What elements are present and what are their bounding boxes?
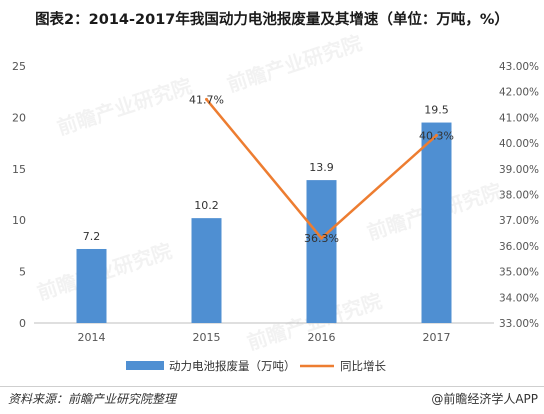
bar: [421, 122, 452, 323]
watermark-0: 前瞻产业研究院: [54, 74, 195, 140]
bar: [306, 180, 337, 323]
line-value-label: 36.3%: [304, 232, 339, 245]
right-tick-label: 33.00%: [499, 318, 539, 330]
right-tick-label: 42.00%: [499, 87, 539, 99]
right-tick-label: 40.00%: [499, 138, 539, 150]
bar-value-label: 19.5: [424, 104, 449, 117]
line-point: [205, 97, 208, 101]
legend: 动力电池报废量（万吨） 同比增长: [126, 359, 386, 373]
left-tick-label: 15: [12, 163, 26, 176]
right-tick-label: 34.00%: [499, 292, 539, 304]
bar-series: [76, 122, 452, 323]
left-tick-label: 10: [12, 214, 26, 227]
credit-note: @前瞻经济学人APP: [431, 392, 538, 406]
x-tick-label: 2016: [308, 331, 336, 344]
right-tick-label: 39.00%: [499, 164, 539, 176]
line-point: [320, 236, 323, 240]
line-value-label: 40.3%: [419, 129, 454, 142]
right-tick-label: 35.00%: [499, 267, 539, 279]
bar-data-labels: 7.2 10.2 13.9 19.5: [83, 104, 449, 243]
source-note: 资料来源：前瞻产业研究院整理: [8, 392, 177, 406]
left-axis-ticks: 0 5 10 15 20 25: [12, 60, 26, 330]
left-tick-label: 0: [19, 317, 26, 330]
bar: [76, 248, 107, 323]
line-series: [205, 97, 438, 240]
bar-value-label: 7.2: [83, 230, 101, 243]
line-value-label: 41.7%: [189, 93, 224, 106]
x-tick-label: 2017: [423, 331, 451, 344]
bar: [191, 218, 222, 323]
chart-title: 图表2：2014-2017年我国动力电池报废量及其增速（单位：万吨，%）: [35, 12, 509, 28]
right-axis-ticks: 33.00% 34.00% 35.00% 36.00% 37.00% 38.00% 39.0…: [499, 61, 539, 330]
right-tick-label: 37.00%: [499, 215, 539, 227]
line-point: [435, 133, 438, 137]
right-tick-label: 36.00%: [499, 241, 539, 253]
x-tick-label: 2015: [193, 331, 221, 344]
footer-divider: [0, 386, 544, 387]
x-tick-label: 2014: [78, 331, 106, 344]
left-tick-label: 5: [19, 266, 26, 279]
bar-value-label: 13.9: [309, 161, 334, 174]
left-tick-label: 20: [12, 111, 26, 124]
right-tick-label: 43.00%: [499, 61, 539, 73]
bar-value-label: 10.2: [194, 199, 219, 212]
right-tick-label: 38.00%: [499, 190, 539, 202]
x-axis-ticks: 2014 2015 2016 2017: [78, 331, 451, 344]
watermark-1: 前瞻产业研究院: [224, 31, 365, 97]
legend-line-label: 同比增长: [340, 359, 386, 373]
left-tick-label: 25: [12, 60, 26, 73]
legend-bar-swatch: [126, 361, 164, 370]
right-tick-label: 41.00%: [499, 112, 539, 124]
line-data-labels: 41.7% 36.3% 40.3%: [189, 93, 454, 245]
legend-bar-label: 动力电池报废量（万吨）: [169, 359, 296, 373]
